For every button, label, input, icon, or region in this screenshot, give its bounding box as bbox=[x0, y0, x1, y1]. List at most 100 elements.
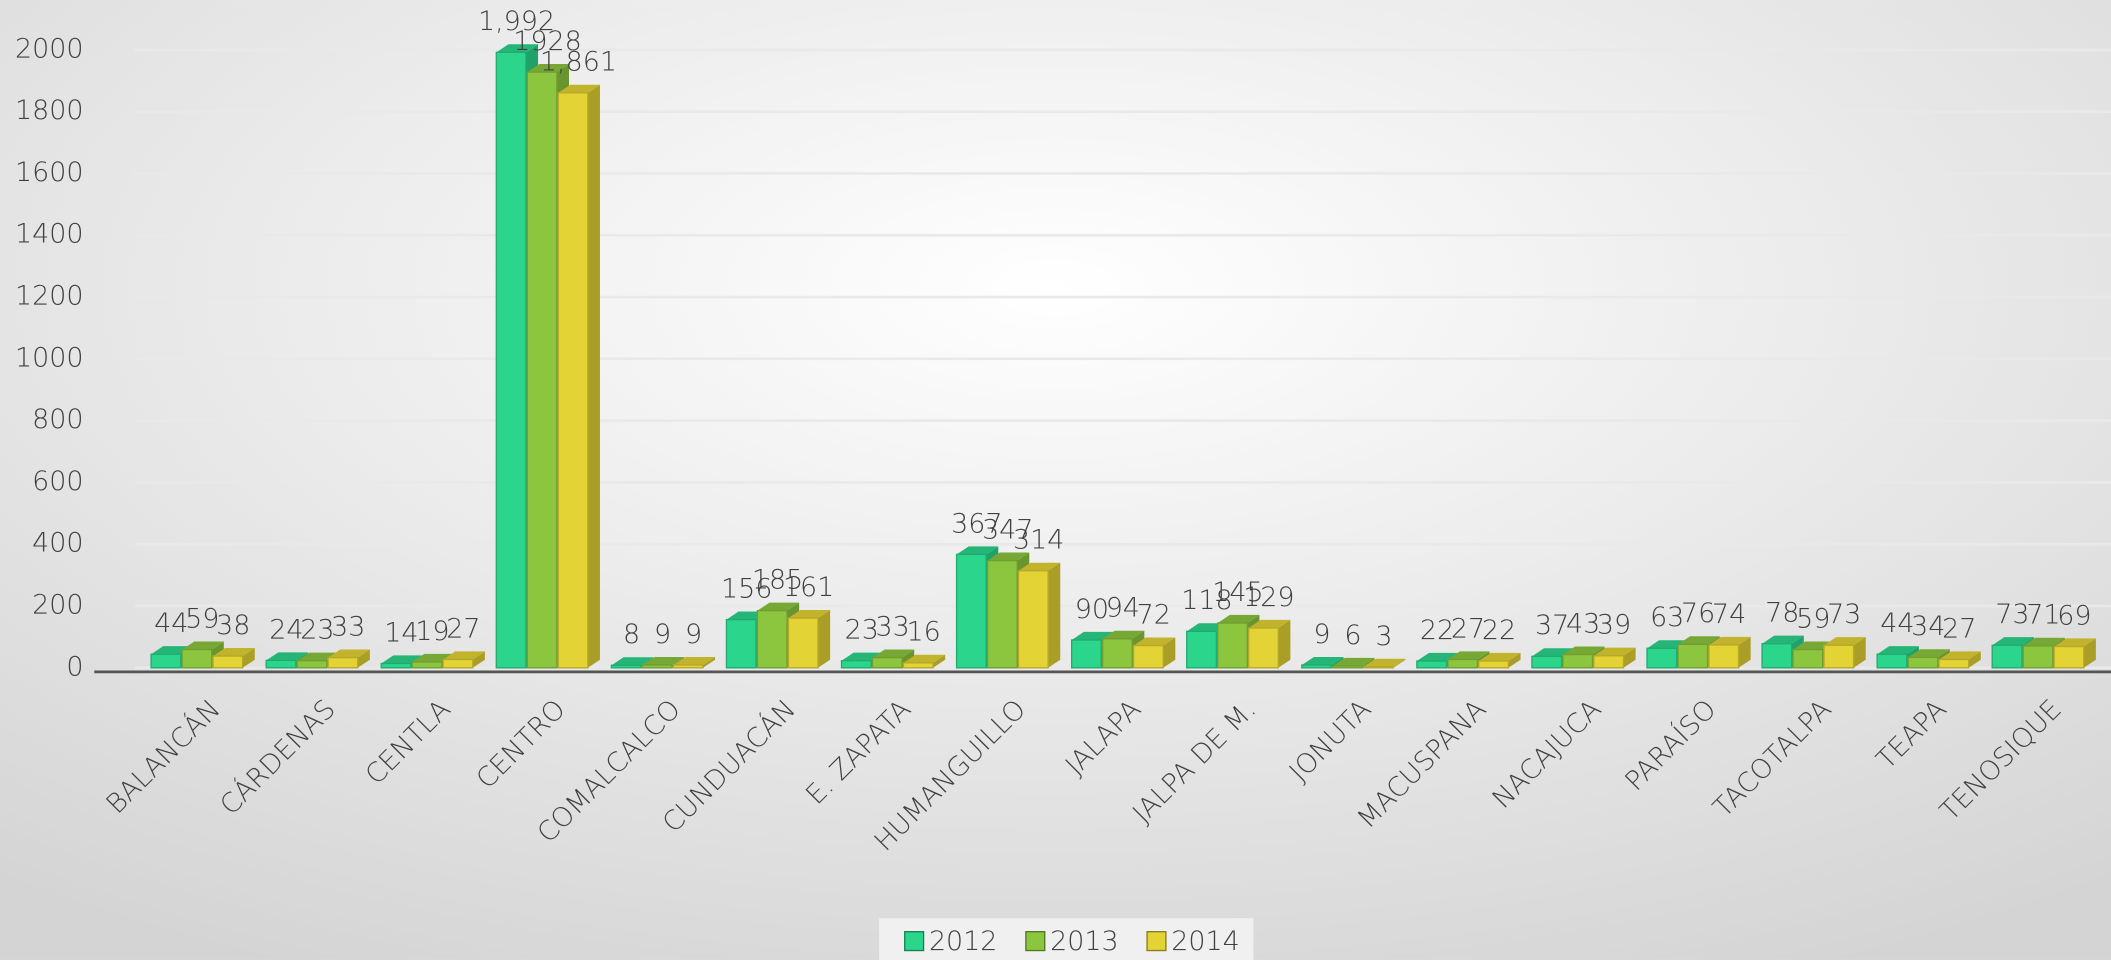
bar-top bbox=[1593, 647, 1636, 656]
bar bbox=[1363, 666, 1395, 669]
data-label: 78 bbox=[1765, 598, 1799, 629]
bar-top bbox=[1562, 646, 1605, 655]
data-label: 118 bbox=[1181, 585, 1232, 616]
data-label: 71 bbox=[2026, 600, 2060, 631]
bar-top bbox=[527, 64, 570, 73]
bar-top bbox=[903, 654, 946, 663]
bar-top bbox=[757, 602, 800, 611]
data-label: 38 bbox=[216, 610, 250, 641]
bar-top bbox=[956, 546, 999, 555]
data-label: 90 bbox=[1075, 594, 1109, 625]
bar-top bbox=[1824, 637, 1866, 646]
data-label: 347 bbox=[982, 514, 1033, 545]
data-label: 94 bbox=[1106, 593, 1140, 624]
data-label: 59 bbox=[1796, 603, 1830, 634]
data-label: 16 bbox=[907, 617, 941, 648]
data-label: 24 bbox=[269, 614, 303, 645]
bar-top bbox=[213, 647, 255, 657]
bar-side bbox=[1393, 658, 1406, 668]
bar bbox=[955, 553, 987, 669]
bar-top bbox=[1877, 646, 1919, 655]
legend-label: 2012 bbox=[929, 926, 997, 957]
data-label: 27 bbox=[1942, 613, 1976, 644]
data-label: 73 bbox=[1827, 599, 1861, 630]
bar-top bbox=[1708, 636, 1751, 645]
bar bbox=[641, 664, 673, 669]
y-tick-label: 800 bbox=[32, 404, 83, 435]
data-label: 69 bbox=[2057, 600, 2091, 631]
bar-top bbox=[1248, 619, 1291, 628]
bar-top bbox=[1363, 658, 1406, 667]
bar bbox=[756, 609, 788, 669]
data-label: 1,861 bbox=[540, 47, 617, 78]
bar bbox=[840, 660, 872, 669]
y-tick-label: 400 bbox=[32, 528, 83, 559]
y-tick-label: 0 bbox=[66, 651, 83, 682]
data-label: 23 bbox=[300, 615, 334, 646]
bar-side bbox=[242, 647, 255, 668]
bar-top bbox=[611, 657, 654, 666]
bar-top bbox=[1018, 562, 1061, 571]
data-label: 129 bbox=[1243, 582, 1294, 613]
bar bbox=[557, 92, 589, 669]
bar-top bbox=[1071, 631, 1114, 641]
bar bbox=[610, 664, 642, 669]
legend-swatch bbox=[1025, 931, 1046, 952]
bar-top bbox=[1217, 614, 1260, 624]
bar-side bbox=[817, 609, 831, 668]
bar bbox=[1070, 639, 1102, 669]
data-label: 22 bbox=[1420, 615, 1454, 646]
bar-top bbox=[558, 84, 600, 93]
bar-side bbox=[1853, 637, 1866, 668]
legend-box bbox=[879, 918, 1254, 960]
bar bbox=[380, 662, 412, 669]
bar bbox=[1301, 664, 1333, 669]
data-label: 3 bbox=[1375, 621, 1392, 652]
y-tick-label: 1000 bbox=[15, 342, 83, 373]
data-label: 43 bbox=[1566, 608, 1600, 639]
bar bbox=[1593, 655, 1625, 669]
bar bbox=[2053, 645, 2085, 669]
bar-side bbox=[472, 651, 485, 668]
bar bbox=[1938, 658, 1970, 669]
data-label: 161 bbox=[783, 572, 834, 603]
bar-side bbox=[1278, 619, 1291, 668]
data-label: 185 bbox=[752, 565, 803, 596]
bar-top bbox=[1478, 652, 1521, 662]
bar-side bbox=[1623, 647, 1636, 668]
bar bbox=[1017, 570, 1049, 669]
y-tick-label: 1400 bbox=[15, 219, 83, 250]
data-label: 1928 bbox=[513, 26, 581, 57]
bar-top bbox=[673, 656, 716, 666]
bar-top bbox=[1939, 651, 1981, 660]
bar bbox=[1677, 643, 1709, 669]
bar bbox=[902, 662, 934, 669]
bar bbox=[1991, 644, 2023, 669]
bar bbox=[1101, 638, 1133, 669]
bar-top bbox=[872, 649, 915, 658]
bar bbox=[986, 559, 1018, 669]
bar-top bbox=[987, 552, 1030, 561]
bar bbox=[1876, 653, 1908, 669]
bar-side bbox=[2083, 638, 2096, 668]
data-label: 9 bbox=[1313, 619, 1330, 650]
data-label: 39 bbox=[1597, 610, 1631, 641]
data-label: 37 bbox=[1535, 610, 1569, 641]
data-label: 33 bbox=[331, 611, 365, 642]
bar bbox=[871, 656, 903, 669]
bar bbox=[296, 660, 328, 669]
bar bbox=[1478, 660, 1510, 669]
y-tick-label: 1800 bbox=[15, 95, 83, 126]
y-tick-label: 200 bbox=[32, 590, 83, 621]
data-label: 145 bbox=[1212, 577, 1263, 608]
bar-top bbox=[788, 609, 831, 619]
bar bbox=[1247, 627, 1279, 669]
data-label: 33 bbox=[876, 611, 910, 642]
legend: 2012 2013 2014 bbox=[879, 918, 1254, 960]
y-tick-label: 2000 bbox=[15, 33, 83, 64]
bar-top bbox=[2023, 637, 2065, 646]
bar-side bbox=[1508, 652, 1521, 668]
bar bbox=[787, 617, 819, 669]
